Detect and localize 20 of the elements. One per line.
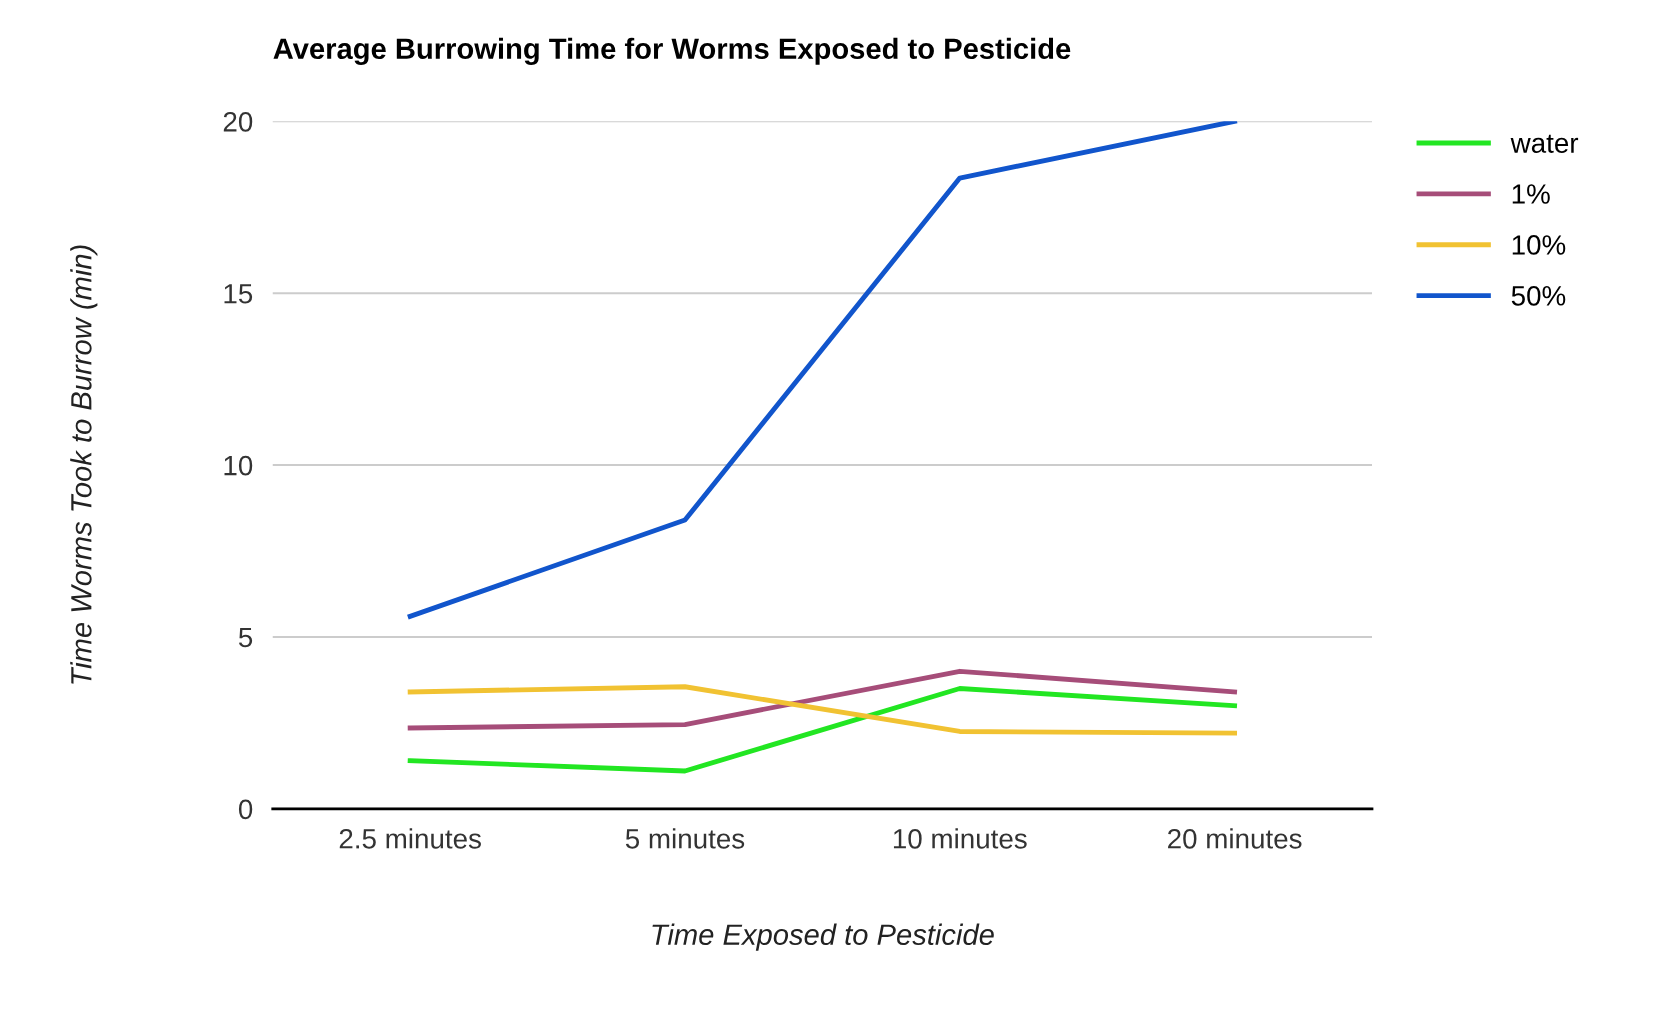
y-tick-label: 10 bbox=[224, 455, 253, 476]
line-series bbox=[407, 686, 1238, 774]
y-tick-label: 15 bbox=[224, 284, 253, 304]
chart-title: Average Burrowing Time for Worms Exposed to Pesticide bbox=[273, 37, 1071, 65]
line-series bbox=[407, 121, 1238, 619]
legend-label: 10% bbox=[1512, 235, 1566, 255]
x-tick-label: 10 minutes bbox=[893, 828, 1027, 849]
legend-label: 50% bbox=[1511, 285, 1566, 306]
x-tick-label: 2.5 minutes bbox=[339, 828, 481, 849]
y-tick-label: 5 bbox=[238, 627, 253, 648]
legend-label: 1% bbox=[1512, 184, 1550, 204]
x-tick-label: 20 minutes bbox=[1168, 828, 1302, 849]
line-series bbox=[407, 684, 1238, 736]
y-tick-label: 20 bbox=[223, 111, 253, 132]
x-axis-title: Time Exposed to Pesticide bbox=[652, 923, 994, 951]
line-series bbox=[407, 668, 1238, 731]
y-axis-title: Time Worms Took to Burrow (min) bbox=[70, 245, 98, 684]
x-tick-label: 5 minutes bbox=[625, 828, 745, 849]
y-tick-label: 0 bbox=[238, 799, 253, 820]
legend-label: water bbox=[1510, 134, 1579, 153]
